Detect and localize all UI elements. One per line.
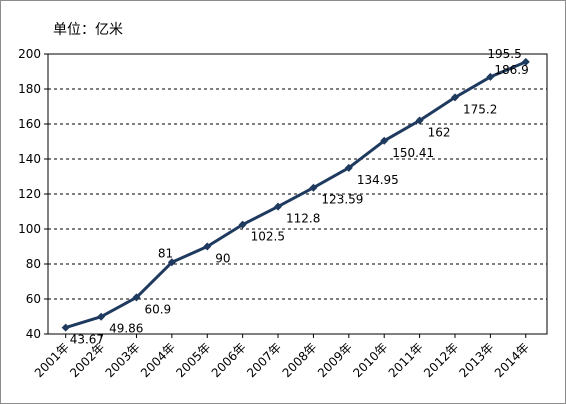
data-point-1 [97,312,106,321]
data-label-2: 60.9 [144,302,171,316]
data-label-11: 175.2 [463,102,497,116]
data-point-13 [521,57,530,66]
data-point-4 [203,242,212,251]
unit-label: 单位：亿米 [53,22,123,38]
x-tick-label-13: 2014年 [492,340,532,380]
data-point-7 [309,183,318,192]
data-label-4: 90 [215,252,230,266]
data-label-13: 195.5 [487,47,521,61]
y-tick-label-60: 60 [26,292,41,306]
x-tick-label-12: 2013年 [457,340,497,380]
data-point-3 [167,258,176,267]
x-tick-label-7: 2008年 [280,340,320,380]
x-tick-label-6: 2007年 [244,340,284,380]
data-point-0 [61,323,70,332]
data-point-9 [380,136,389,145]
data-point-11 [450,93,459,102]
data-point-8 [344,163,353,172]
data-label-5: 102.5 [251,230,285,244]
data-label-6: 112.8 [286,212,320,226]
data-point-12 [486,72,495,81]
data-label-7: 123.59 [321,193,363,207]
data-point-5 [238,220,247,229]
x-tick-label-8: 2009年 [315,340,355,380]
data-point-2 [132,293,141,302]
y-tick-label-180: 180 [18,82,41,96]
x-tick-label-3: 2004年 [138,340,178,380]
data-label-8: 134.95 [357,173,399,187]
x-tick-label-2: 2003年 [103,340,143,380]
series-line [65,60,527,330]
data-label-9: 150.41 [392,146,434,160]
data-point-6 [274,202,283,211]
data-label-12: 186.9 [494,63,528,77]
data-label-0: 43.67 [70,333,104,347]
y-tick-label-140: 140 [18,152,41,166]
y-tick-label-160: 160 [18,117,41,131]
data-point-10 [415,116,424,125]
x-tick-label-10: 2011年 [386,340,426,380]
data-label-1: 49.86 [109,322,143,336]
x-tick-label-4: 2005年 [173,340,213,380]
y-tick-label-100: 100 [18,222,41,236]
x-tick-label-9: 2010年 [350,340,390,380]
data-label-10: 162 [428,126,451,140]
x-tick-label-5: 2006年 [209,340,249,380]
y-tick-label-120: 120 [18,187,41,201]
x-tick-label-0: 2001年 [32,340,72,380]
y-tick-label-200: 200 [18,47,41,61]
y-tick-label-80: 80 [26,257,41,271]
x-tick-label-11: 2012年 [421,340,461,380]
data-label-3: 81 [158,246,173,260]
y-tick-label-40: 40 [26,327,41,341]
